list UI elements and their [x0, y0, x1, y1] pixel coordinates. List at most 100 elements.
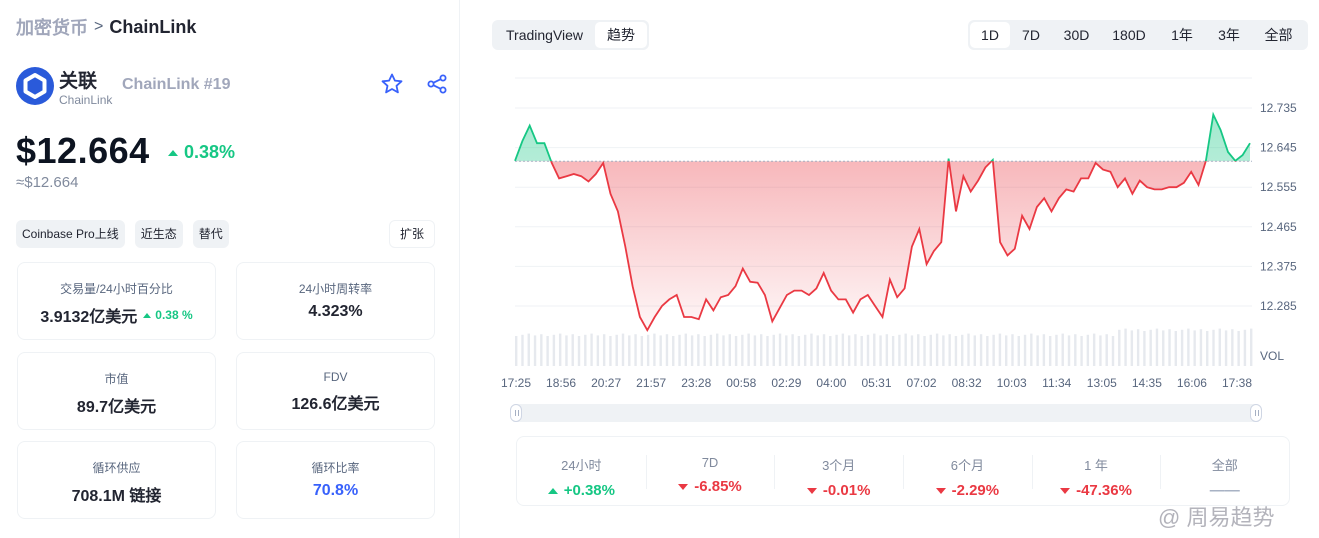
volume-bar — [546, 336, 549, 366]
star-icon[interactable] — [380, 72, 404, 96]
area-below-baseline — [515, 161, 1250, 331]
range-7d[interactable]: 7D — [1022, 27, 1040, 43]
tag-alternative[interactable]: 替代 — [192, 220, 229, 248]
volume-bar — [866, 334, 870, 366]
volume-bar — [998, 333, 1002, 366]
stat-volume-value: 3.9132亿美元 — [40, 309, 138, 326]
x-tick-label: 14:35 — [1132, 376, 1162, 390]
chart-range-scroller[interactable] — [510, 404, 1262, 422]
performance-label: 1 年 — [1084, 458, 1108, 473]
volume-bar — [873, 333, 876, 366]
volume-bar — [1180, 329, 1184, 366]
share-icon[interactable] — [425, 72, 449, 96]
volume-bar — [1193, 330, 1196, 366]
x-tick-label: 11:34 — [1042, 376, 1071, 390]
performance-value-text: -0.01% — [822, 482, 871, 499]
triangle-down-icon — [935, 487, 946, 494]
volume-bar — [1067, 335, 1071, 366]
volume-bar — [527, 333, 530, 366]
x-axis-labels: 17:25 18:56 20:27 21:57 23:28 00:58 02:29 04:00… — [501, 376, 1252, 390]
performance-label: 7D — [701, 455, 719, 470]
performance-value: +0.38% — [517, 482, 646, 499]
price-chart[interactable]: 12.735 12.645 12.555 12.465 12.375 12.285 VOL… — [490, 70, 1310, 390]
triangle-down-icon — [678, 483, 689, 490]
performance-label: 6个月 — [950, 458, 984, 473]
watermark-text: @ 周易趋势 — [1158, 505, 1275, 530]
tab-trend[interactable]: 趋势 — [595, 22, 648, 48]
volume-bar — [772, 334, 775, 366]
volume-bar — [1023, 334, 1027, 366]
range-180d[interactable]: 180D — [1112, 27, 1146, 43]
volume-bar — [1061, 333, 1064, 366]
coin-header: 关联 ChainLink ChainLink #19 — [16, 64, 449, 108]
volume-bar — [565, 335, 568, 366]
stat-fdv-label: FDV — [323, 370, 348, 384]
volume-bar — [722, 335, 725, 366]
time-range-toggle: 1D 7D 30D 180D 1年 3年 全部 — [968, 20, 1308, 50]
volume-bar — [1042, 334, 1046, 366]
volume-bar — [1174, 331, 1178, 366]
volume-bar — [904, 333, 907, 366]
tab-tradingview[interactable]: TradingView — [506, 27, 584, 43]
volume-bar — [540, 334, 543, 366]
performance-cell: 24小时 +0.38% — [517, 437, 646, 505]
performance-cell: 全部 —— — [1160, 437, 1289, 505]
stat-volume-change: 0.38 % — [143, 308, 193, 322]
breadcrumb-current: ChainLink — [109, 16, 197, 37]
stat-market-cap-label: 市值 — [104, 372, 129, 386]
breadcrumb: 加密货币 > ChainLink — [16, 14, 196, 40]
volume-bar — [961, 334, 964, 366]
volume-bar — [653, 333, 656, 366]
volume-bar — [898, 334, 901, 366]
volume-bar — [841, 333, 845, 366]
volume-bar — [1074, 334, 1077, 366]
volume-bar — [1187, 328, 1190, 366]
volume-bar — [1149, 329, 1152, 366]
volume-bar — [1099, 335, 1102, 366]
volume-bar — [634, 334, 637, 366]
volume-bar — [1136, 329, 1140, 366]
stat-turnover: 24小时周转率 4.323% — [236, 262, 435, 340]
scroller-left-handle[interactable] — [510, 404, 522, 422]
x-tick-label: 17:38 — [1222, 376, 1252, 390]
volume-bar — [785, 335, 788, 366]
triangle-up-icon — [547, 487, 558, 494]
stat-fdv-value: 126.6亿美元 — [291, 396, 380, 413]
volume-bar — [1111, 336, 1115, 366]
volume-bar — [690, 335, 694, 366]
stat-turnover-value: 4.323% — [308, 303, 363, 320]
x-tick-label: 07:02 — [907, 376, 937, 390]
breadcrumb-root-link[interactable]: 加密货币 — [16, 18, 88, 38]
volume-bar — [860, 336, 863, 366]
stat-volume: 交易量/24小时百分比 3.9132亿美元 0.38 % — [17, 262, 216, 340]
volume-bar — [515, 336, 518, 366]
coin-rank: ChainLink #19 — [122, 76, 231, 93]
expand-button[interactable]: 扩张 — [389, 220, 436, 248]
volume-bar — [684, 333, 688, 366]
volume-bar — [929, 334, 933, 366]
y-tick-label: 12.465 — [1260, 220, 1297, 234]
volume-bar — [596, 335, 600, 366]
range-3y[interactable]: 3年 — [1218, 27, 1240, 43]
volume-bar — [1237, 331, 1240, 366]
range-30d[interactable]: 30D — [1063, 27, 1090, 43]
volume-bars — [515, 328, 1253, 366]
volume-bar — [577, 336, 581, 366]
scroller-right-handle[interactable] — [1250, 404, 1262, 422]
volume-bar — [816, 335, 819, 366]
volume-bar — [590, 333, 593, 366]
range-all[interactable]: 全部 — [1264, 27, 1293, 43]
stat-circ-ratio: 循环比率 70.8% — [236, 441, 435, 519]
stat-circulating: 循环供应 708.1M 链接 — [17, 441, 216, 519]
volume-bar — [1055, 334, 1058, 366]
tag-coinbase[interactable]: Coinbase Pro上线 — [16, 220, 125, 248]
tag-ecosystem[interactable]: 近生态 — [134, 220, 183, 248]
range-1d[interactable]: 1D — [970, 22, 1010, 48]
volume-bar — [640, 336, 644, 366]
volume-bar — [948, 334, 951, 366]
volume-bar — [829, 336, 832, 366]
stat-volume-value-row: 3.9132亿美元 0.38 % — [18, 303, 215, 327]
x-tick-label: 04:00 — [816, 376, 846, 390]
volume-bar — [1199, 329, 1203, 366]
range-1y[interactable]: 1年 — [1171, 27, 1193, 43]
